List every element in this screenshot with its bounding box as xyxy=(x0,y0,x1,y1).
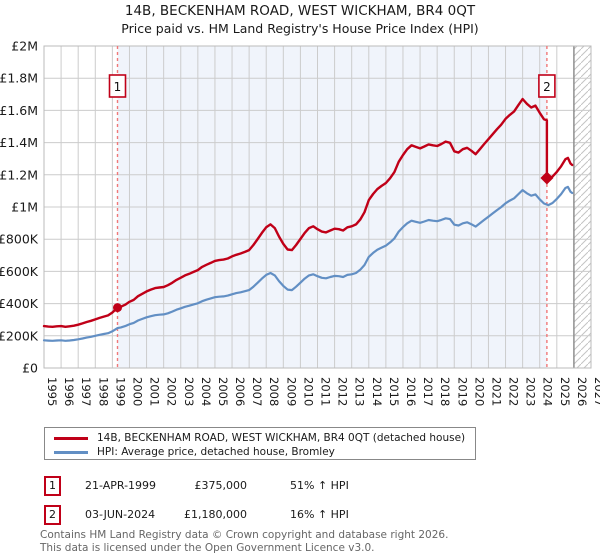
x-tick-label: 2016 xyxy=(404,377,418,406)
x-tick-label: 2020 xyxy=(472,377,486,406)
x-tick-label: 2019 xyxy=(455,377,469,406)
plot-border xyxy=(43,45,592,369)
series-property-price-line xyxy=(42,97,574,328)
x-tick-label: 2024 xyxy=(541,377,555,406)
sale-marker-1 xyxy=(113,303,123,313)
x-tick-label: 2025 xyxy=(558,377,572,406)
license-footer: Contains HM Land Registry data © Crown c… xyxy=(40,529,580,554)
x-tick-label: 2009 xyxy=(284,377,298,406)
x-tick-label: 2018 xyxy=(438,377,452,406)
series-hpi-line xyxy=(42,185,574,342)
x-tick-label: 2022 xyxy=(507,377,521,406)
y-tick-label: £600K xyxy=(0,264,39,279)
y-tick-label: £800K xyxy=(0,232,39,247)
x-tick-label: 2008 xyxy=(267,377,281,406)
y-tick-label: £1.6M xyxy=(0,103,38,118)
legend-label-hpi: HPI: Average price, detached house, Brom… xyxy=(97,446,335,458)
y-tick-label: £200K xyxy=(0,328,39,343)
footer-line-2: This data is licensed under the Open Gov… xyxy=(40,541,375,554)
sale-1-hpi-delta: 51% ↑ HPI xyxy=(290,479,349,492)
sale-2-date: 03-JUN-2024 xyxy=(85,508,156,521)
x-tick-label: 2011 xyxy=(319,377,333,406)
sale-flag-box-2 xyxy=(538,74,556,98)
x-tick-label: 2013 xyxy=(353,377,367,406)
x-tick-label: 2007 xyxy=(250,377,264,406)
sale-2-price: £1,180,000 xyxy=(184,508,247,521)
x-tick-label: 1997 xyxy=(79,377,93,406)
x-tick-label: 2027 xyxy=(592,377,600,406)
sale-1-price: £375,000 xyxy=(194,479,248,492)
x-tick-label: 2014 xyxy=(370,377,384,406)
x-tick-label: 2005 xyxy=(216,377,230,406)
y-tick-label: £1M xyxy=(11,200,38,215)
page-title: 14B, BECKENHAM ROAD, WEST WICKHAM, BR4 0… xyxy=(124,3,476,19)
legend-row-hpi: HPI: Average price, detached house, Brom… xyxy=(45,445,475,459)
sale-1-number-badge: 1 xyxy=(44,476,61,496)
x-tick-label: 1995 xyxy=(45,377,59,406)
x-tick-label: 2015 xyxy=(387,377,401,406)
sale-marker-2 xyxy=(540,171,554,185)
x-tick-label: 2023 xyxy=(524,377,538,406)
y-tick-label: £2M xyxy=(11,39,38,54)
sale-flag-number-1: 1 xyxy=(114,80,122,94)
x-tick-label: 2006 xyxy=(233,377,247,406)
y-tick-label: £400K xyxy=(0,296,39,311)
x-tick-label: 2012 xyxy=(336,377,350,406)
x-tick-label: 1996 xyxy=(62,377,76,406)
x-tick-label: 1998 xyxy=(96,377,110,406)
footer-line-1: Contains HM Land Registry data © Crown c… xyxy=(40,529,449,541)
chart-legend: 14B, BECKENHAM ROAD, WEST WICKHAM, BR4 0… xyxy=(44,427,476,460)
sale-flag-box-1 xyxy=(108,74,127,98)
x-tick-label: 2000 xyxy=(130,377,144,406)
sale-flag-number-2: 2 xyxy=(543,80,551,94)
price-history-chart: 1 2 £0 £200K £400K £600K £800K £1M £1.2M £1.4M £1.… xyxy=(0,39,600,407)
x-tick-label: 2002 xyxy=(165,377,179,406)
y-tick-label: £1.2M xyxy=(0,167,38,182)
legend-label-property: 14B, BECKENHAM ROAD, WEST WICKHAM, BR4 0… xyxy=(97,432,466,444)
sale-1-date: 21-APR-1999 xyxy=(85,479,157,492)
x-tick-label: 2021 xyxy=(489,377,503,406)
x-tick-label: 2017 xyxy=(421,377,435,406)
sale-2-hpi-delta: 16% ↑ HPI xyxy=(290,508,349,521)
x-tick-label: 2004 xyxy=(199,377,213,406)
legend-row-property: 14B, BECKENHAM ROAD, WEST WICKHAM, BR4 0… xyxy=(45,431,475,445)
sale-annotation-row-1: 1 21-APR-1999 £375,000 51% ↑ HPI xyxy=(0,476,600,496)
x-tick-label: 2010 xyxy=(301,377,315,406)
page-subtitle: Price paid vs. HM Land Registry's House … xyxy=(121,21,479,36)
y-tick-label: £1.4M xyxy=(0,135,38,150)
x-tick-label: 2001 xyxy=(148,377,162,406)
x-tick-label: 2026 xyxy=(575,377,589,406)
sale-annotation-row-2: 2 03-JUN-2024 £1,180,000 16% ↑ HPI xyxy=(0,505,600,525)
blue-line-swatch-icon xyxy=(54,450,88,454)
sale-2-number-badge: 2 xyxy=(44,505,61,525)
plot-root: 1 2 £0 £200K £400K £600K £800K £1M £1.2M £1.4M £1.… xyxy=(0,39,600,407)
red-line-swatch-icon xyxy=(54,436,88,440)
y-tick-label: £1.8M xyxy=(0,71,38,86)
x-tick-label: 1999 xyxy=(113,377,127,406)
y-tick-label: £0 xyxy=(22,361,38,376)
x-tick-label: 2003 xyxy=(182,377,196,406)
